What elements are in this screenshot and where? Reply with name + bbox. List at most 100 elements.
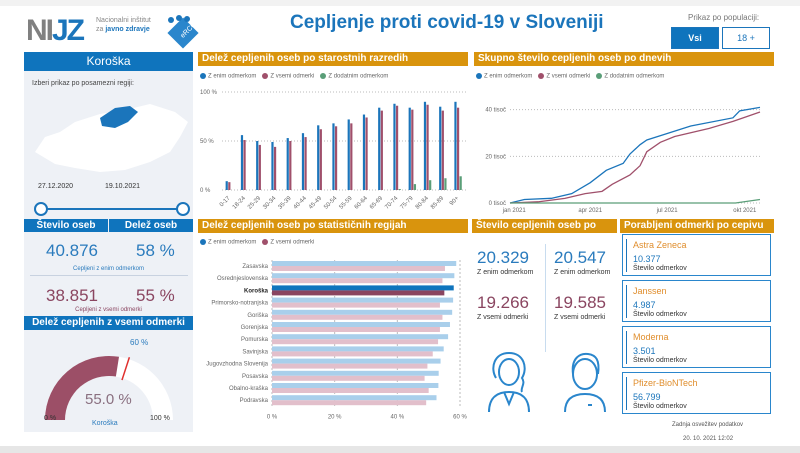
all-doses-share: 55 %	[136, 286, 175, 305]
nijz-logo: NIJZ	[26, 14, 85, 47]
x-tick-label: apr 2021	[578, 208, 602, 214]
koroska-region[interactable]	[100, 106, 138, 128]
population-all-button[interactable]: Vsi	[671, 27, 719, 49]
x-tick-label: 40 %	[390, 414, 404, 420]
bar-1	[334, 126, 338, 190]
legend-one-dose[interactable]: Z enim odmerkom	[200, 73, 256, 80]
last-update-label: Zadnja osvežitev podatkov	[672, 422, 744, 428]
legend-all-doses[interactable]: Z vsemi odmerki	[262, 73, 314, 80]
gender-divider	[545, 244, 546, 352]
bar-0	[256, 141, 259, 190]
vaccine-name: Pfizer-BioNTech	[633, 378, 698, 388]
vaccine-card-pfizer: Pfizer-BioNTech 56.799 Število odmerkov	[622, 372, 771, 414]
legend-label: Z dodatnim odmerkom	[328, 73, 389, 80]
logo-sub-line1: Nacionalni inštitut	[96, 17, 151, 24]
x-tick-label: 70-74	[384, 195, 400, 211]
gauge-chart	[45, 356, 173, 420]
region-bar-chart: 0 % 20 % 40 % 60 % Zasavska Osrednjeslovenska…	[206, 260, 467, 420]
vaccine-doses: 3.501	[633, 346, 656, 356]
region-label: Zasavska	[242, 264, 268, 270]
bar-0	[317, 125, 320, 190]
page-title: Cepljenje proti covid-19 v Sloveniji	[290, 12, 604, 33]
one-dose-count: 40.876	[46, 241, 98, 260]
all-doses-count: 38.851	[46, 286, 98, 305]
bar-one-dose	[272, 322, 450, 327]
bar-1	[289, 141, 292, 190]
bar-1	[365, 117, 368, 190]
age-chart-legend: Z enim odmerkom Z vsemi odmerki Z dodatn…	[200, 73, 388, 80]
x-tick-label: 90+	[449, 195, 461, 207]
vaccine-doses: 4.987	[633, 300, 656, 310]
region-label: Primorsko-notranjska	[211, 301, 268, 307]
bar-one-dose	[272, 334, 449, 340]
bar-all-doses	[272, 290, 445, 296]
bar-all-doses	[272, 278, 443, 284]
region-label: Savinjska	[242, 349, 268, 355]
logo-sub-prefix: za	[96, 26, 104, 33]
age-chart-title: Delež cepljenih oseb po starostnih razre…	[198, 52, 468, 66]
gauge-value: 55.0 %	[85, 391, 132, 408]
male-all-doses-count: 19.585	[554, 293, 606, 312]
slovenia-map[interactable]	[30, 92, 190, 177]
y-tick-label: 40 tisoč	[485, 108, 506, 114]
x-tick-label: 0 %	[267, 414, 278, 420]
count-column-header: Število oseb	[24, 219, 108, 232]
male-one-dose-label: Z enim odmerkom	[554, 269, 611, 276]
bar-2	[459, 176, 462, 190]
bar-0	[286, 138, 289, 190]
bar-0	[454, 101, 457, 190]
vaccine-card-janssen: Janssen 4.987 Število odmerkov	[622, 280, 771, 322]
x-tick-label: 30-34	[262, 195, 278, 211]
gauge-max-label: 100 %	[150, 415, 170, 422]
x-tick-label: 18-24	[232, 195, 248, 211]
bar-0	[393, 103, 396, 190]
x-tick-label: 85-89	[430, 195, 446, 211]
date-to[interactable]: 19.10.2021	[104, 183, 141, 190]
region-label: Pomurska	[241, 337, 269, 343]
line-series-1	[509, 111, 761, 204]
bar-1	[426, 104, 429, 190]
male-one-dose-count: 20.547	[554, 248, 606, 267]
bottom-border	[0, 446, 800, 453]
y-tick-label: 0 %	[200, 188, 211, 194]
x-tick-label: 55-59	[339, 195, 355, 211]
bar-all-doses	[272, 351, 433, 357]
bar-one-dose	[272, 261, 457, 266]
all-doses-caption: Cepljeni z vsemi odmerki	[75, 307, 142, 313]
vaccine-name: Moderna	[633, 332, 669, 342]
x-tick-label: jan 2021	[502, 208, 527, 214]
vaccines-title: Porabljeni odmerki po cepivu	[620, 219, 774, 233]
bar-one-dose	[272, 297, 454, 303]
bar-1	[258, 144, 261, 190]
bar-1	[350, 123, 353, 190]
female-all-doses-label: Z vsemi odmerki	[477, 314, 529, 321]
legend-extra-dose[interactable]: Z dodatnim odmerkom	[320, 73, 388, 80]
date-slider-end-handle[interactable]	[176, 202, 190, 216]
population-adult-button[interactable]: 18 +	[722, 27, 770, 49]
date-slider-start-handle[interactable]	[34, 202, 48, 216]
bar-0	[225, 181, 228, 190]
bar-all-doses	[272, 339, 439, 345]
legend-one-dose[interactable]: Z enim odmerkom	[200, 239, 256, 246]
bar-1	[411, 109, 414, 190]
bar-0	[378, 107, 381, 190]
bar-all-doses	[272, 400, 427, 406]
legend-all-doses[interactable]: Z vsemi odmerki	[262, 239, 314, 246]
erco-logo: eRCO	[167, 15, 199, 49]
y-tick-label: 100 %	[200, 90, 218, 96]
date-from[interactable]: 27.12.2020	[37, 183, 74, 190]
age-bar-chart: 0 % 50 % 100 % 0-17 18-24 25-29 30-34 35-39 40-4…	[200, 90, 466, 211]
x-tick-label: 35-39	[278, 195, 294, 211]
legend-extra-dose[interactable]: Z dodatnim odmerkom	[596, 73, 664, 80]
date-slider-track[interactable]	[42, 208, 182, 210]
top-border	[0, 0, 800, 6]
y-tick-label: 20 tisoč	[485, 154, 506, 160]
x-tick-label: 60-64	[354, 195, 370, 211]
bar-1	[304, 137, 307, 190]
gender-title: Število cepljenih oseb po spolu	[472, 219, 617, 245]
x-tick-label: 40-44	[293, 195, 309, 211]
bar-1	[380, 110, 383, 190]
legend-one-dose[interactable]: Z enim odmerkom	[476, 73, 532, 80]
bar-0	[240, 135, 244, 190]
legend-all-doses[interactable]: Z vsemi odmerki	[538, 73, 590, 80]
